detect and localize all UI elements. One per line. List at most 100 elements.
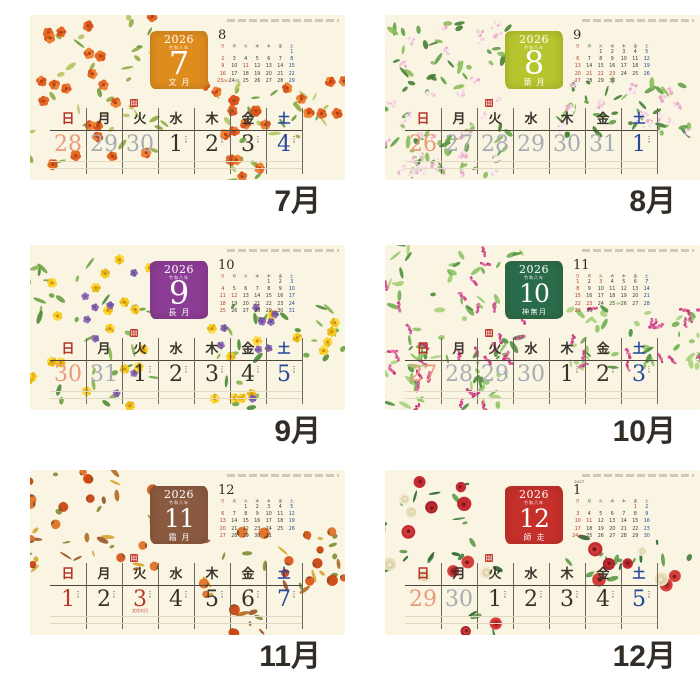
mini-date-cell: 17 [597, 294, 604, 300]
mini-date-cell: 2 [587, 280, 591, 285]
date-number: 29 [517, 132, 545, 157]
next-month-mini-calendar: 2027 1 日月火水木金土 1 2 3 4 5 6 7 8 9 10 11 12 13 14 15 16 17 1… [572, 480, 656, 540]
mini-weekday-header: 木 [266, 499, 271, 503]
date-cell: 2 [513, 586, 549, 613]
mini-date-cell: 1 [267, 280, 271, 285]
month-square: 2026 令和八年 7 文月 [150, 31, 208, 89]
mini-date-cell: 17 [288, 294, 295, 300]
mini-date-cell: 8 [267, 287, 271, 293]
date-cell: 30 [513, 361, 549, 388]
date-cell: 3 [194, 361, 230, 388]
mini-weekday-header: 土 [289, 274, 294, 278]
column-divider [230, 108, 231, 174]
date-number: 31 [589, 132, 617, 157]
mini-date-cell: 12 [254, 64, 261, 70]
mini-date-cell: 23 [586, 301, 593, 307]
date-cell: 2 [158, 361, 194, 388]
week-strip: 日 月 火 水 木 金 土 28 29 30 1 2 3 4 [50, 108, 303, 175]
mini-date-cell: 16 [277, 294, 284, 300]
mini-weekday-header: 水 [610, 44, 615, 48]
mini-date-cell [584, 49, 596, 56]
mini-date-cell: 15 [265, 294, 272, 300]
weekday-header: 水 [169, 342, 183, 357]
column-divider [302, 108, 303, 174]
mini-date-cell: 5 [290, 505, 294, 510]
mini-date-cell: 2 [645, 505, 649, 510]
mini-date-cell: 10 [231, 64, 238, 70]
mini-date-cell [217, 504, 229, 511]
date-cell: 30 [441, 586, 477, 613]
mini-date-cell: 1 [290, 50, 294, 55]
memo-line [405, 616, 657, 617]
date-number: 28 [445, 362, 473, 387]
mini-date-cell: 25 [219, 308, 226, 314]
mini-weekday-header: 金 [633, 499, 638, 503]
mini-date-cell: 6 [221, 512, 225, 518]
mini-date-cell: 29 [265, 308, 272, 314]
date-number: 30 [54, 362, 82, 387]
mini-date-cell [252, 49, 264, 56]
column-divider [266, 563, 267, 629]
mini-date-cell: 29 [242, 533, 249, 539]
weekday-header: 金 [241, 112, 255, 127]
mini-date-cell: 12 [597, 519, 604, 525]
mini-weekday-header: 木 [621, 44, 626, 48]
date-cell: 2 [585, 361, 621, 388]
date-cell: 7 [266, 586, 302, 613]
mini-date-cell: 11 [632, 57, 639, 63]
mini-weekday-header: 金 [278, 44, 283, 48]
mini-date-cell: 18 [219, 301, 226, 307]
date-row: 27 28 29 30 1 2 3 [405, 361, 657, 388]
mini-date-cell: 3 [290, 280, 294, 285]
column-divider [122, 338, 123, 404]
date-number: 3 [632, 362, 650, 387]
mini-date-cell: 21 [231, 526, 238, 532]
column-divider [657, 563, 658, 629]
mini-date-cell: 15 [597, 64, 604, 70]
date-number: 29 [481, 362, 509, 387]
mini-weekday-header: 金 [633, 44, 638, 48]
column-divider [441, 338, 442, 404]
date-number: 30 [126, 132, 154, 157]
mini-date-grid: 日月火水木金土 1 2 3 4 5 6 7 8 9 10 11 12 13 14 15 16 17 18 19 20 21… [217, 43, 301, 85]
date-number: 2 [205, 132, 223, 157]
mini-date-cell: 27 [574, 78, 581, 84]
calendar-page-july: 2026 令和八年 7 文月 8 日月火水木金土 1 2 3 4 5 6 7 8 9 10 11 12 1… [30, 15, 345, 180]
mini-date-cell: 28 [643, 301, 650, 307]
date-cell: 1 [477, 586, 513, 613]
era-label: 令和八年 [169, 500, 189, 505]
mini-date-cell: 24 [288, 301, 295, 307]
month-old-name: 師走 [523, 533, 550, 542]
mini-date-cell [595, 308, 607, 315]
mini-date-cell: 9 [255, 512, 259, 518]
weekday-header-row: 日月火水木金土 [50, 566, 302, 586]
mini-date-cell: 4 [278, 505, 282, 510]
mini-date-cell [572, 504, 584, 511]
date-number: 2 [596, 362, 614, 387]
mini-date-cell: 4 [610, 280, 614, 285]
date-cell: 28 [441, 361, 477, 388]
mini-weekday-header: 木 [621, 499, 626, 503]
weekday-header: 火 [133, 112, 147, 127]
mini-date-cell: 26 [620, 301, 627, 307]
mini-weekday-header: 月 [232, 499, 237, 503]
mini-date-cell: 21 [620, 526, 627, 532]
mini-date-cell [572, 49, 584, 56]
mini-date-cell: 6 [576, 57, 580, 63]
mini-date-cell: 12 [643, 57, 650, 63]
date-row: 26 27 28 29 30 31 1 [405, 131, 657, 158]
mini-date-cell: 14 [277, 64, 284, 70]
mini-weekday-header: 土 [644, 274, 649, 278]
mini-date-cell: 29 [632, 533, 639, 539]
date-cell: 2 [194, 131, 230, 158]
mini-date-cell [275, 49, 287, 56]
date-cell: 3 [230, 131, 266, 158]
weekday-header: 日 [416, 112, 430, 127]
column-divider [657, 338, 658, 404]
era-label: 令和八年 [524, 275, 544, 280]
flower-illustration-roses [385, 476, 693, 635]
mini-date-cell: 16 [219, 71, 226, 77]
date-cell: 5 [621, 586, 657, 613]
era-label: 令和八年 [169, 45, 189, 50]
